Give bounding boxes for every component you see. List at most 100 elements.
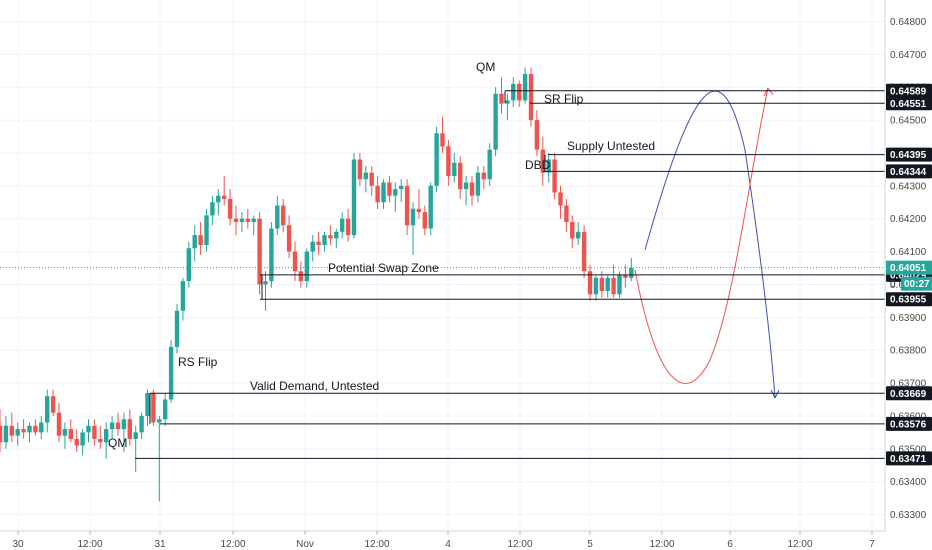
price-badge-bg	[886, 83, 932, 98]
candle-down	[517, 80, 522, 107]
candle-body	[463, 182, 469, 190]
candle-body	[570, 221, 575, 239]
candle-body	[216, 195, 221, 203]
price-badge: 0.63955	[886, 292, 932, 307]
candle-body	[9, 425, 14, 436]
candle-up	[263, 271, 268, 311]
candle-body	[198, 235, 203, 245]
candle-body	[623, 274, 628, 278]
candle-body	[629, 268, 634, 278]
candle-body	[605, 277, 610, 292]
candle-body	[45, 396, 50, 423]
candle-body	[581, 231, 587, 272]
x-tick-label: 4	[445, 539, 451, 550]
candle-body	[263, 281, 268, 285]
candle-body	[528, 74, 534, 121]
candle-up	[434, 126, 439, 193]
candle-body	[316, 241, 321, 245]
candle-down	[540, 136, 545, 186]
candle-body	[564, 205, 569, 222]
candle-body	[192, 235, 197, 249]
price-badge-bg	[886, 292, 932, 307]
candle-up	[45, 389, 50, 433]
candle-body	[328, 235, 333, 239]
candle-body	[487, 149, 492, 180]
price-badge-bg	[886, 451, 932, 466]
candle-up	[546, 152, 551, 183]
candle-body	[322, 235, 327, 245]
candle-down	[50, 389, 56, 416]
y-tick-label: 0.64300	[890, 181, 927, 192]
candle-body	[475, 172, 481, 196]
blue-projection-path	[644, 90, 776, 399]
candle-up	[410, 202, 416, 255]
y-tick-label: 0.63400	[890, 477, 927, 488]
candle-down	[422, 205, 427, 236]
candle-body	[127, 419, 132, 439]
candle-up	[239, 212, 245, 232]
current-price-badge-bg	[886, 260, 932, 275]
candle-body	[611, 277, 616, 295]
candle-down	[570, 215, 575, 249]
candle-down	[257, 212, 262, 295]
candle-body	[587, 271, 593, 295]
candle-body	[357, 159, 363, 180]
candle-body	[340, 218, 345, 232]
candle-body	[363, 172, 368, 180]
x-tick-label: 5	[587, 539, 593, 550]
price-badge-bg	[886, 147, 932, 162]
candle-up	[452, 152, 457, 183]
candle-body	[469, 182, 475, 196]
candle-body	[334, 231, 339, 239]
candle-up	[505, 93, 510, 121]
candle-body	[428, 185, 433, 229]
candle-body	[233, 218, 239, 222]
candle-down	[74, 429, 79, 453]
candle-up	[275, 195, 280, 236]
candle-down	[446, 139, 451, 186]
candle-body	[50, 396, 56, 413]
candle-down	[357, 152, 363, 186]
x-tick-label: 31	[154, 539, 166, 550]
y-tick-label: 0.64100	[890, 247, 927, 258]
level-lines	[0, 90, 885, 459]
y-tick-label: 0.63800	[890, 346, 927, 357]
candle-down	[581, 225, 587, 278]
price-badge-text: 0.63471	[890, 454, 927, 465]
candle-up	[351, 152, 357, 239]
candle-body	[292, 251, 298, 272]
x-tick-label: 12:00	[364, 539, 389, 550]
candle-up	[216, 189, 221, 216]
candle-body	[558, 192, 563, 206]
candle-body	[434, 133, 439, 186]
candle-body	[546, 159, 551, 173]
candle-body	[522, 74, 528, 101]
candle-up	[393, 182, 398, 213]
candle-up	[399, 179, 404, 203]
candle-down	[316, 231, 321, 255]
candle-body	[180, 281, 186, 311]
candle-down	[115, 412, 121, 436]
candle-down	[481, 166, 486, 190]
candle-up	[381, 179, 386, 209]
qm-label-top: QM	[476, 60, 495, 74]
y-tick-label: 0.64200	[890, 214, 927, 225]
y-tick-label: 0.63900	[890, 313, 927, 324]
candle-up	[133, 425, 138, 472]
candle-body	[62, 429, 68, 436]
candle-body	[458, 162, 463, 190]
candle-body	[3, 425, 9, 443]
price-badge: 0.63669	[886, 386, 932, 401]
price-badge: 0.64344	[886, 164, 932, 179]
candle-body	[593, 277, 599, 295]
qm-label-bottom: QM	[108, 436, 127, 450]
x-tick-label: Nov	[296, 539, 314, 550]
time-axis: 30 12:00 31 12:00 Nov 12:00 4 12:00 5 12:00 6 12:00…	[0, 530, 885, 550]
candle-body	[109, 422, 115, 430]
candle-down	[564, 198, 569, 232]
candle-up	[629, 258, 634, 282]
candle-up	[475, 166, 481, 203]
candle-body	[446, 146, 451, 176]
candle-down	[0, 409, 3, 453]
